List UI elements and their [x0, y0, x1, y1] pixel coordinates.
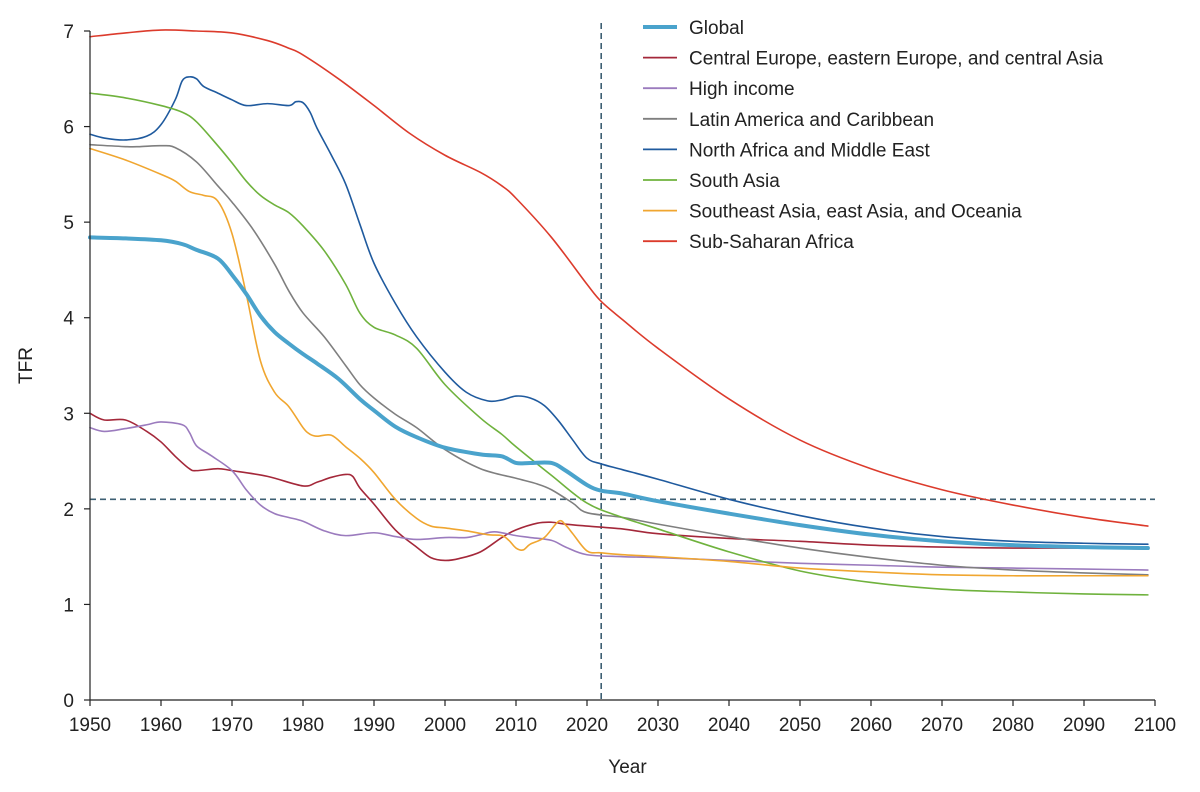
- x-tick-label: 2070: [921, 715, 963, 736]
- x-axis-title: Year: [608, 757, 647, 778]
- series-line-central-europe-eastern-europe-and-central-asia: [89, 412, 1149, 562]
- series-line-sub-saharan-africa: [89, 29, 1149, 527]
- x-tick-label: 1980: [282, 715, 324, 736]
- x-tick-label: 1990: [353, 715, 395, 736]
- x-tick-label: 2000: [424, 715, 466, 736]
- axes: 0 1 2 3 4 5 6 7 1950 1960 1970 1980 1990 2000 2010 2020…: [63, 22, 1176, 736]
- y-tick-label: 5: [63, 213, 74, 234]
- y-tick-label: 4: [63, 309, 74, 330]
- x-tick-label: 1970: [211, 715, 253, 736]
- y-tick-label: 6: [63, 118, 74, 139]
- x-tick-label: 1960: [140, 715, 182, 736]
- series-line-high-income: [89, 421, 1149, 571]
- series-line-north-africa-and-middle-east: [89, 75, 1149, 546]
- y-tick-label: 7: [63, 22, 74, 43]
- series-line-south-asia: [89, 92, 1149, 596]
- x-tick-label: 2020: [566, 715, 608, 736]
- x-tick-label: 1950: [69, 715, 111, 736]
- y-axis-title: TFR: [16, 347, 37, 384]
- legend-label-north-africa-and-middle-east: North Africa and Middle East: [689, 140, 931, 161]
- legend: Global Central Europe, eastern Europe, an…: [643, 18, 1103, 253]
- y-tick-label: 2: [63, 500, 74, 521]
- legend-label-southeast-asia-east-asia-and-oceania: Southeast Asia, east Asia, and Oceania: [689, 202, 1022, 223]
- legend-label-latin-america-and-caribbean: Latin America and Caribbean: [689, 110, 934, 131]
- series-line-southeast-asia-east-asia-and-oceania: [89, 147, 1149, 577]
- legend-label-central-europe-eastern-europe-and-central-asia: Central Europe, eastern Europe, and cent…: [689, 49, 1103, 70]
- legend-label-south-asia: South Asia: [689, 171, 780, 192]
- x-tick-label: 2040: [708, 715, 750, 736]
- legend-label-sub-saharan-africa: Sub-Saharan Africa: [689, 232, 854, 253]
- reference-lines: [90, 23, 1155, 700]
- series-line-latin-america-and-caribbean: [89, 143, 1149, 576]
- x-tick-label: 2080: [992, 715, 1034, 736]
- x-tick-label: 2060: [850, 715, 892, 736]
- x-tick-label: 2050: [779, 715, 821, 736]
- x-tick-label: 2030: [637, 715, 679, 736]
- series-lines: [88, 29, 1150, 596]
- x-tick-label: 2100: [1134, 715, 1176, 736]
- x-tick-label: 2010: [495, 715, 537, 736]
- y-tick-label: 0: [63, 691, 74, 712]
- y-tick-label: 3: [63, 404, 74, 425]
- y-tick-label: 1: [63, 595, 74, 616]
- legend-label-high-income: High income: [689, 79, 795, 100]
- x-tick-label: 2090: [1063, 715, 1105, 736]
- series-line-global: [88, 235, 1150, 551]
- legend-label-global: Global: [689, 18, 744, 39]
